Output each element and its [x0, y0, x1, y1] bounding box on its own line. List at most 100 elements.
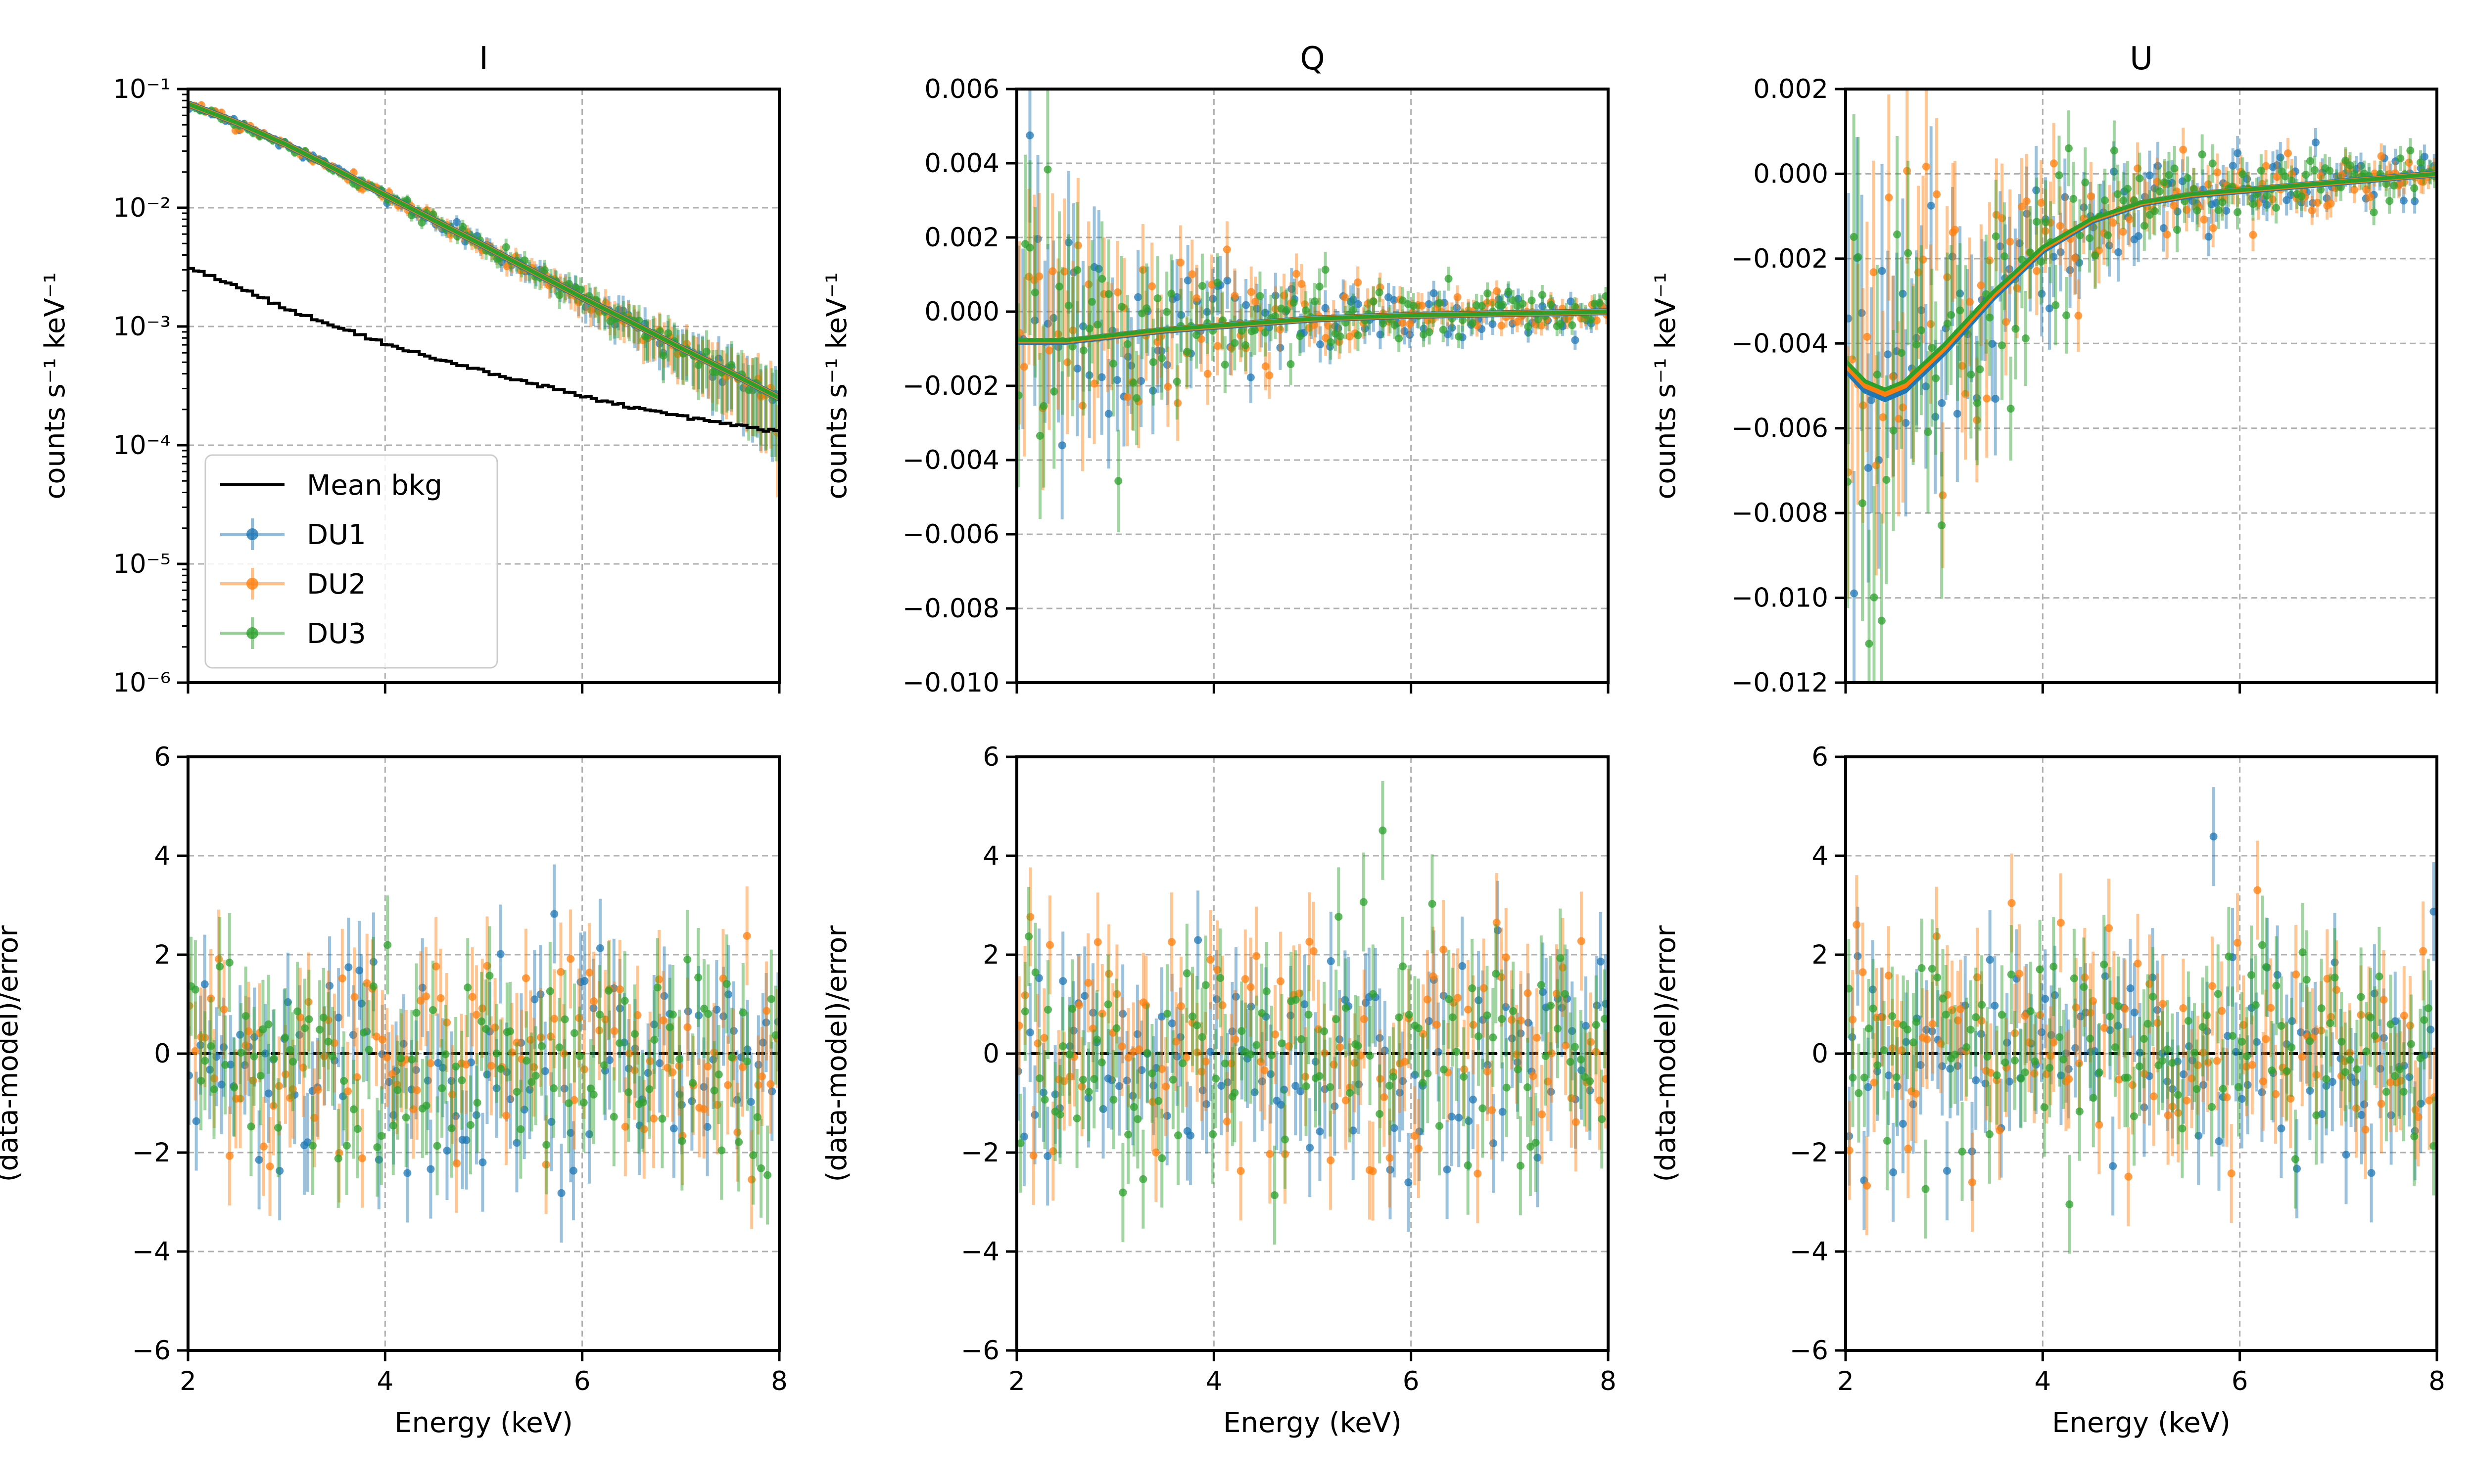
data-point [1998, 214, 2006, 223]
x-axis-label: Energy (keV) [1223, 1407, 1402, 1439]
data-point [388, 1070, 396, 1078]
data-point [281, 1070, 289, 1078]
data-point [739, 1063, 747, 1071]
y-tick-label: −0.004 [903, 445, 999, 475]
data-point [2416, 1054, 2425, 1063]
data-point [2298, 948, 2307, 957]
legend-label: Mean bkg [307, 469, 442, 502]
data-point [1968, 1178, 1976, 1187]
data-point [644, 1069, 652, 1077]
data-point [422, 992, 430, 1001]
data-point [1592, 316, 1601, 325]
data-point [621, 1122, 629, 1131]
data-point [330, 1039, 338, 1047]
legend-box [204, 454, 498, 669]
data-point [1252, 952, 1261, 960]
data-point [2049, 1038, 2058, 1047]
y-axis-label: counts s⁻¹ keV⁻¹ [39, 272, 71, 499]
data-point [241, 1041, 250, 1050]
data-point [2086, 1009, 2094, 1017]
data-point [1137, 377, 1145, 385]
data-point [555, 291, 564, 299]
data-point [1203, 370, 1212, 378]
data-point [2287, 170, 2296, 178]
data-point [2323, 974, 2331, 983]
data-point [537, 1033, 545, 1042]
data-point [1143, 1049, 1151, 1057]
data-point [1349, 1126, 1357, 1135]
data-point [567, 1129, 575, 1137]
data-point [393, 1086, 402, 1094]
data-point [2385, 197, 2394, 205]
data-point [1927, 320, 1935, 328]
data-point [216, 962, 224, 971]
data-point [1465, 1117, 1473, 1125]
data-point [2193, 1061, 2202, 1069]
data-point [1454, 994, 1462, 1002]
data-point [1478, 1104, 1487, 1113]
data-point [710, 1048, 718, 1057]
data-point [1524, 323, 1532, 331]
data-point [244, 1027, 253, 1035]
data-point [1864, 1024, 1873, 1033]
data-point [1865, 640, 1873, 648]
data-point [1508, 1034, 1516, 1043]
data-point [1326, 1083, 1334, 1091]
data-point [1409, 302, 1418, 310]
data-point [1149, 386, 1157, 395]
data-point [2370, 989, 2379, 998]
data-point [2277, 1124, 2285, 1133]
data-point [1419, 1030, 1427, 1038]
data-point [727, 1053, 736, 1062]
y-tick-label: 0.000 [1753, 159, 1828, 189]
data-point [1523, 989, 1532, 997]
data-point [1035, 974, 1043, 982]
data-point [491, 1023, 499, 1032]
data-point [2065, 1075, 2073, 1083]
data-point [1173, 377, 1181, 386]
data-point [1044, 1152, 1052, 1160]
data-point [1158, 1154, 1166, 1162]
data-point [1118, 1042, 1126, 1051]
data-point [1846, 984, 1853, 993]
data-point [2308, 206, 2316, 215]
data-point [675, 1090, 684, 1099]
data-point [1376, 1110, 1384, 1118]
data-point [2173, 207, 2182, 216]
y-axis-label: counts s⁻¹ keV⁻¹ [1650, 272, 1682, 499]
data-point [2081, 973, 2089, 981]
data-point [1996, 1126, 2004, 1134]
data-point [1247, 288, 1255, 296]
y-tick-label: −0.004 [1731, 328, 1828, 359]
data-point [2204, 180, 2212, 188]
data-point [1380, 1046, 1389, 1055]
data-point [1035, 272, 1044, 280]
panel-Q-res: 2 4 6 8 Energy (keV) −6 −4 −2 0 2 4 6 (data-model)/e… [821, 742, 1617, 1439]
data-point [1524, 1019, 1532, 1027]
data-point [1439, 1066, 1448, 1074]
data-point [2262, 1035, 2270, 1043]
data-point [1854, 253, 1862, 261]
data-point [1877, 616, 1886, 625]
data-point [1066, 1072, 1074, 1081]
data-point [1026, 243, 1034, 252]
data-point [1869, 1004, 1877, 1013]
data-point [428, 1006, 437, 1014]
data-point [2379, 995, 2388, 1004]
data-point [683, 955, 692, 964]
data-point [1280, 291, 1288, 300]
data-point [2399, 196, 2408, 205]
data-point [2123, 1073, 2132, 1082]
y-tick-label: 0.002 [1753, 74, 1828, 104]
data-point [2410, 1132, 2419, 1141]
data-point [2069, 195, 2078, 203]
data-point [1054, 343, 1063, 351]
y-tick-label: 2 [1811, 940, 1828, 970]
data-point [482, 1025, 490, 1033]
data-point [1247, 1002, 1255, 1011]
data-point [1577, 1066, 1585, 1074]
data-point [2331, 974, 2339, 982]
data-point [1133, 1030, 1142, 1038]
data-point [702, 347, 711, 356]
data-point [1129, 378, 1138, 387]
